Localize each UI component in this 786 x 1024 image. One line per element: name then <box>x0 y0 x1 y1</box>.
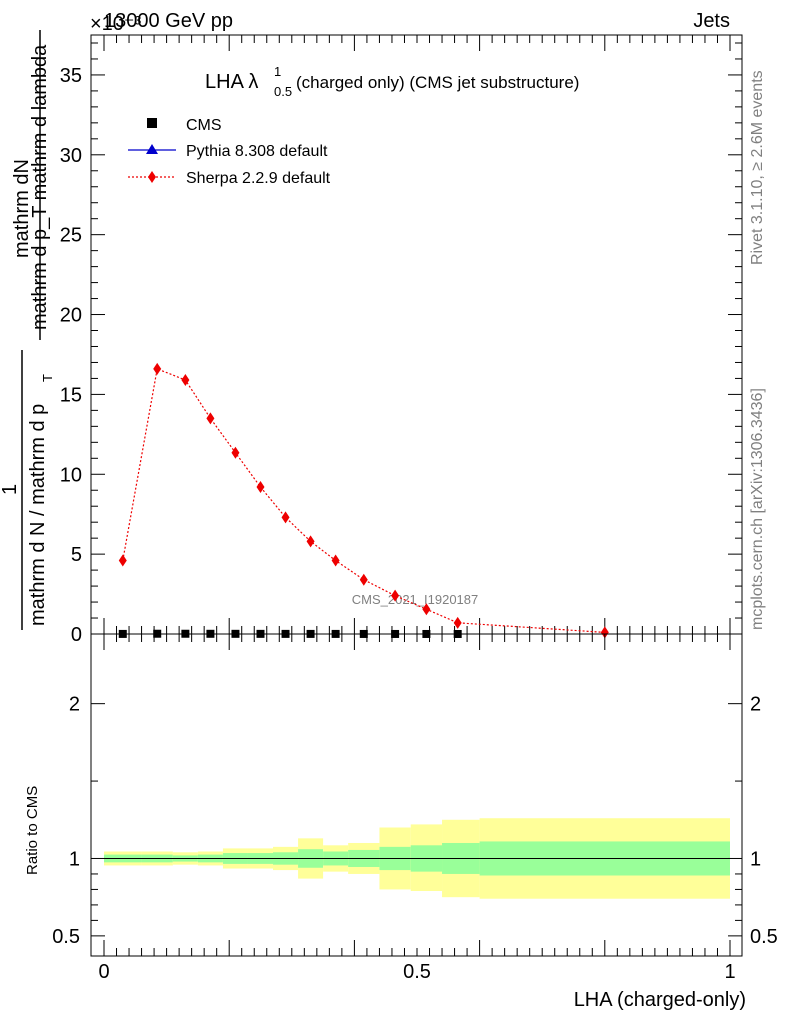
main-ytick-label: 30 <box>60 145 82 167</box>
legend-pythia-marker <box>146 144 158 154</box>
main-ylabel: mathrm dN mathrm d p_T mathrm d lambda 1… <box>0 30 55 630</box>
ratio-xtick-label: 1 <box>724 961 735 983</box>
sherpa-point <box>306 535 315 548</box>
ylabel-den-sub: T <box>40 374 55 382</box>
legend: CMS Pythia 8.308 default Sherpa 2.2.9 de… <box>128 117 331 187</box>
sherpa-point <box>118 554 127 567</box>
sherpa-point <box>281 511 290 524</box>
ratio-ytick-label-right: 0.5 <box>750 926 778 948</box>
sherpa-point <box>206 412 215 425</box>
sherpa-point <box>153 362 162 375</box>
legend-pythia-label: Pythia 8.308 default <box>186 143 328 160</box>
main-y-axis: 0 5 10 15 20 25 30 35 <box>60 42 742 646</box>
sherpa-point <box>231 446 240 459</box>
legend-sherpa-label: Sherpa 2.2.9 default <box>186 170 331 187</box>
title-sup: 1 <box>274 64 281 79</box>
sherpa-point <box>453 616 462 629</box>
ratio-panel-frame <box>90 633 743 957</box>
main-ytick-label: 35 <box>60 65 82 87</box>
legend-sherpa-marker <box>148 171 156 183</box>
legend-cms-marker <box>147 118 157 128</box>
ratio-ylabel: Ratio to CMS <box>24 786 41 875</box>
x-axis-label: LHA (charged-only) <box>574 989 746 1011</box>
ratio-ytick-label-left: 2 <box>69 694 80 716</box>
scale-exponent: ×10⁻³ <box>90 13 141 35</box>
ratio-y-axis: 0.5 0.5 1 1 2 2 <box>52 694 778 948</box>
main-ytick-label: 5 <box>71 544 82 566</box>
ylabel-numerator: mathrm dN <box>11 159 33 258</box>
ratio-x-axis: 0 0.5 1 <box>98 634 736 983</box>
sherpa-point <box>331 554 340 567</box>
sherpa-point <box>256 481 265 494</box>
sherpa-point <box>391 589 400 602</box>
title-rest: (charged only) (CMS jet substructure) <box>296 73 579 92</box>
sherpa-line <box>122 368 605 634</box>
main-ytick-label: 20 <box>60 305 82 327</box>
category-label: Jets <box>693 10 730 32</box>
sherpa-point <box>181 374 190 387</box>
ratio-ytick-label-left: 0.5 <box>52 926 80 948</box>
ratio-ytick-label-right: 1 <box>750 848 761 870</box>
legend-cms-label: CMS <box>186 117 222 134</box>
analysis-watermark: CMS_2021_I1920187 <box>352 592 479 607</box>
sherpa-point <box>600 626 609 639</box>
title-main: LHA λ <box>205 71 258 93</box>
rivet-label: Rivet 3.1.10, ≥ 2.6M events <box>749 70 766 265</box>
energy-label: 13000 GeV pp <box>104 10 233 32</box>
ratio-ytick-label-right: 2 <box>750 694 761 716</box>
ratio-ytick-label-left: 1 <box>69 848 80 870</box>
main-ytick-label: 25 <box>60 225 82 247</box>
main-ytick-label: 0 <box>71 624 82 646</box>
ylabel-one: 1 <box>0 484 21 495</box>
ratio-xtick-label: 0 <box>98 961 109 983</box>
title-sub: 0.5 <box>274 84 292 99</box>
sherpa-series <box>118 362 609 639</box>
sherpa-point <box>359 573 368 586</box>
main-ytick-label: 10 <box>60 464 82 486</box>
main-ytick-label: 15 <box>60 384 82 406</box>
mcplots-label: mcplots.cern.ch [arXiv:1306.3436] <box>749 388 766 630</box>
sherpa-point <box>422 603 431 616</box>
ratio-xtick-label: 0.5 <box>403 961 431 983</box>
ylabel-den-main: mathrm d N / mathrm d p <box>27 404 49 626</box>
plot-title: LHA λ 1 0.5 (charged only) (CMS jet subs… <box>205 64 579 99</box>
